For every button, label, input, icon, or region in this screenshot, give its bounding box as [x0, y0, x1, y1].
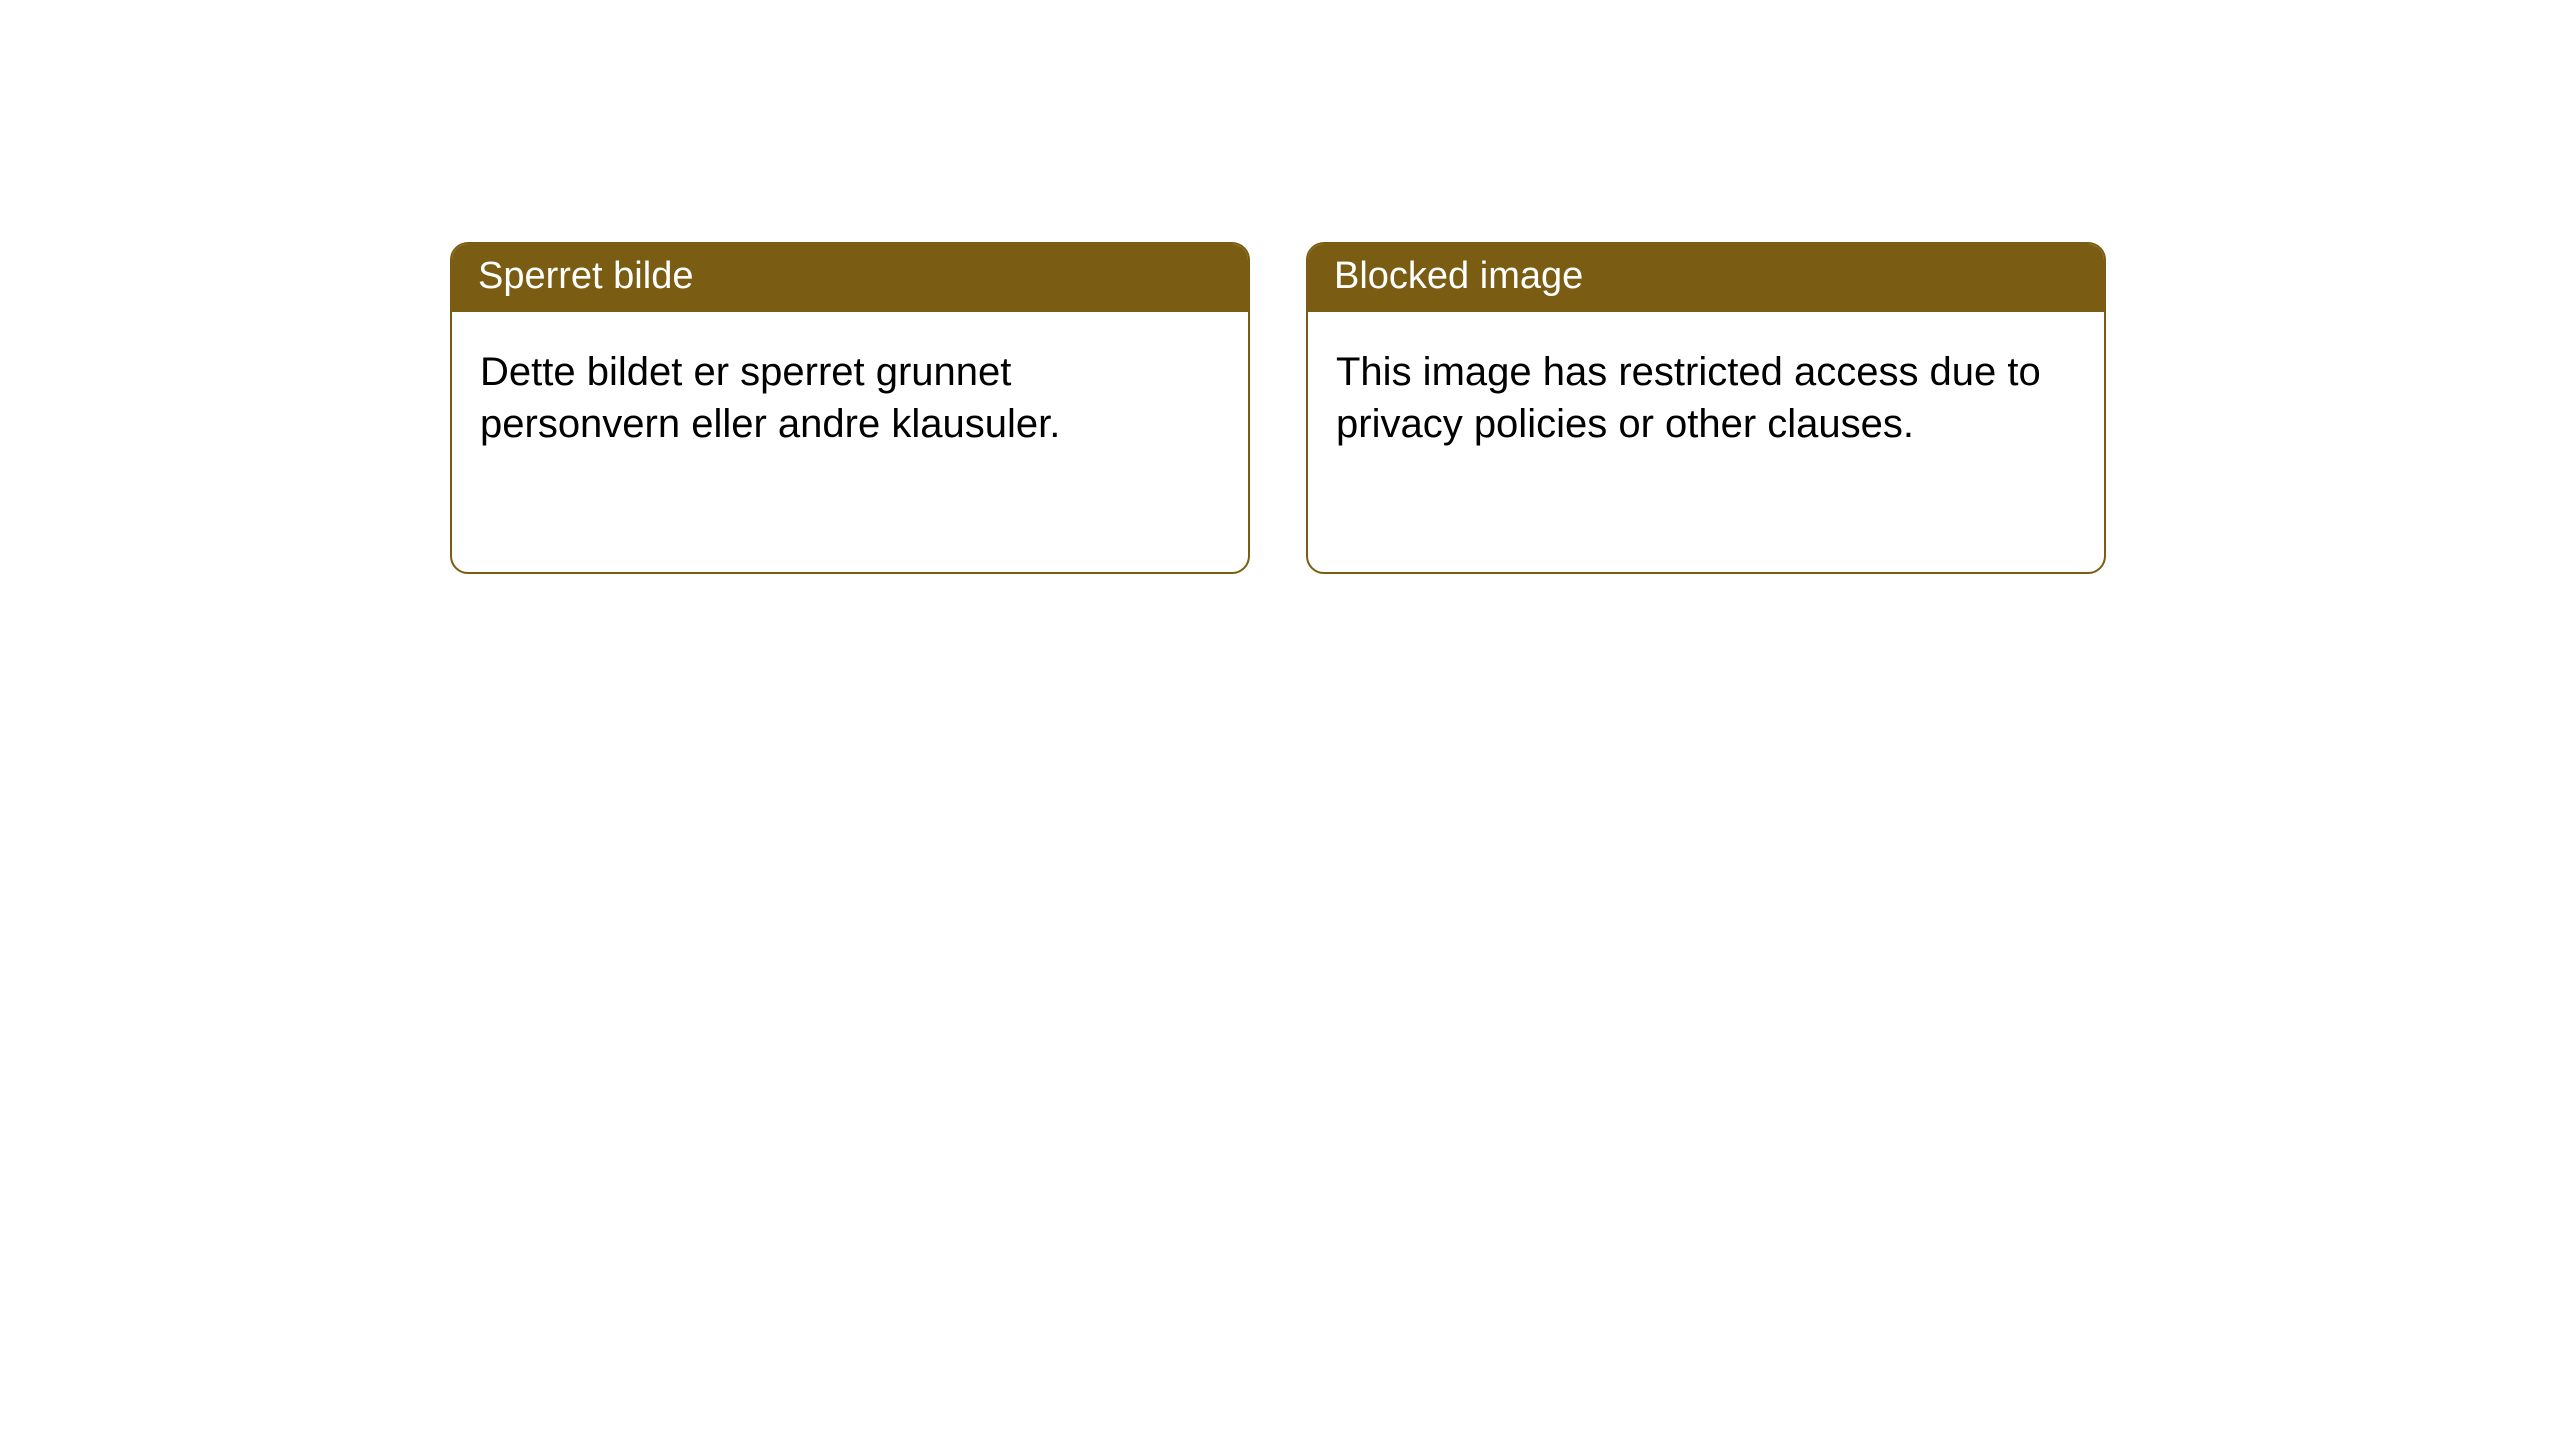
card-body-text: Dette bildet er sperret grunnet personve…: [452, 312, 1248, 484]
card-body-text: This image has restricted access due to …: [1308, 312, 2104, 484]
blocked-image-card-no: Sperret bilde Dette bildet er sperret gr…: [450, 242, 1250, 574]
card-title: Blocked image: [1308, 244, 2104, 312]
card-title: Sperret bilde: [452, 244, 1248, 312]
notice-cards-container: Sperret bilde Dette bildet er sperret gr…: [0, 0, 2560, 574]
blocked-image-card-en: Blocked image This image has restricted …: [1306, 242, 2106, 574]
